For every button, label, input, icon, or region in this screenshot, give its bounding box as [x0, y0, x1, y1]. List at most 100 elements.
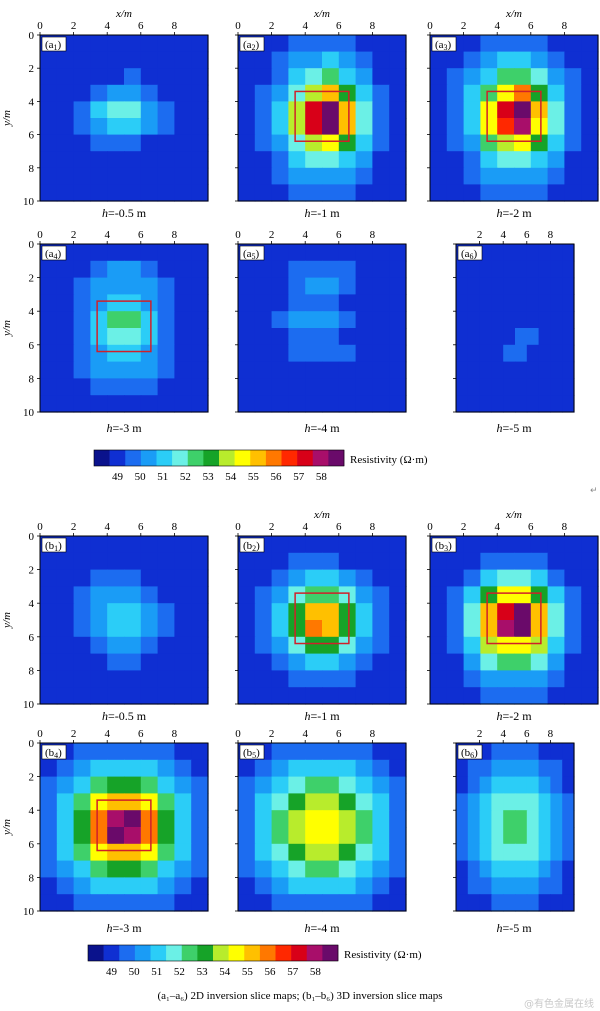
cell	[491, 877, 504, 895]
cell	[124, 776, 142, 794]
cell	[372, 827, 390, 845]
cell	[73, 184, 91, 202]
cell	[56, 328, 75, 346]
cell	[355, 277, 373, 295]
cell	[174, 810, 192, 828]
cell	[526, 759, 540, 778]
cell	[564, 653, 582, 671]
x-tick-label: 2	[477, 229, 483, 241]
cell	[271, 51, 289, 69]
cell	[456, 810, 469, 828]
cell	[514, 167, 532, 185]
cell	[124, 311, 142, 329]
cell	[322, 35, 340, 53]
cell	[322, 101, 340, 119]
cell	[322, 586, 340, 604]
depth-label: h=-4 m	[304, 921, 340, 935]
cell	[271, 151, 289, 169]
cell	[456, 294, 469, 312]
cell	[355, 35, 373, 53]
cell	[562, 244, 575, 262]
cell	[547, 536, 565, 554]
cell	[467, 311, 481, 329]
cell	[467, 759, 481, 778]
cell	[271, 620, 289, 638]
panel-label-box	[41, 36, 67, 52]
x-tick-label: 8	[172, 521, 178, 533]
panel-frame	[237, 535, 407, 705]
cell	[191, 687, 209, 705]
cell	[73, 843, 91, 862]
cell	[140, 860, 159, 878]
cell	[191, 184, 209, 202]
cell	[40, 759, 58, 778]
cell	[254, 361, 273, 379]
cell	[530, 35, 549, 53]
cell	[305, 827, 323, 845]
cell	[503, 277, 516, 295]
cell	[581, 620, 599, 638]
cell	[456, 843, 469, 862]
cell	[355, 670, 373, 688]
x-axis-title: x/m	[505, 509, 522, 521]
cell	[581, 586, 599, 604]
cell	[497, 167, 515, 185]
cell	[107, 84, 125, 102]
cell	[288, 620, 306, 638]
cell	[191, 167, 209, 185]
cell	[271, 260, 289, 279]
cell	[73, 68, 91, 86]
cell	[238, 51, 256, 69]
cell	[271, 743, 289, 761]
x-tick-label: 2	[269, 521, 275, 533]
cell	[463, 184, 481, 202]
cell	[73, 260, 91, 279]
cell	[467, 328, 481, 346]
panel-label-text: (b3)	[435, 540, 452, 553]
cell	[389, 653, 407, 671]
cell	[538, 395, 551, 413]
cell	[90, 636, 108, 655]
y-tick-label: 0	[29, 239, 35, 251]
cell	[288, 378, 306, 396]
colorbar-tick-label: 50	[129, 966, 141, 978]
cell	[372, 294, 390, 312]
cell	[372, 670, 390, 688]
cell	[254, 759, 273, 778]
panel-label-text: (a5)	[243, 248, 260, 261]
cell	[479, 793, 492, 811]
cell	[338, 361, 357, 379]
cell	[550, 743, 563, 761]
cell	[456, 759, 469, 778]
cell	[389, 536, 407, 554]
cell	[288, 167, 306, 185]
cell	[564, 167, 582, 185]
x-tick-label: 0	[427, 521, 433, 533]
cell	[140, 101, 159, 119]
cell	[288, 344, 306, 363]
cell	[157, 35, 175, 53]
cell	[564, 603, 582, 621]
cell	[338, 620, 357, 638]
cell	[157, 101, 175, 119]
cell	[124, 294, 142, 312]
cell	[40, 151, 58, 169]
cell	[288, 536, 306, 554]
panel-label-box	[239, 36, 265, 52]
cell	[157, 653, 175, 671]
colorbar-swatch	[228, 945, 245, 961]
colorbar-swatch	[265, 450, 282, 466]
cell	[40, 167, 58, 185]
cell	[271, 277, 289, 295]
cell	[174, 877, 192, 895]
cell	[389, 620, 407, 638]
colorbar-swatch	[244, 945, 261, 961]
x-tick-label: 4	[500, 728, 506, 740]
cell	[174, 860, 192, 878]
cell	[238, 843, 256, 862]
cell	[372, 603, 390, 621]
cell	[174, 670, 192, 688]
colorbar-tick-label: 58	[316, 471, 328, 483]
cell	[515, 328, 528, 346]
cell	[238, 151, 256, 169]
